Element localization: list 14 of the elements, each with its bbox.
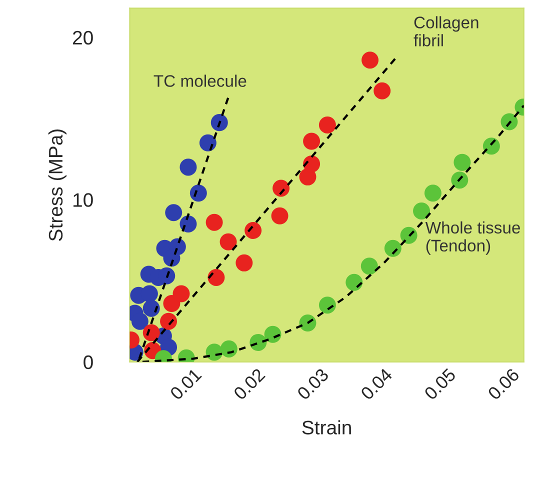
- y-tick-label: 20: [73, 30, 93, 45]
- x-tick-label: 0.04: [360, 367, 394, 401]
- x-tick-label: 0.02: [232, 368, 266, 401]
- series-label: Whole tissue (Tendon): [425, 221, 520, 255]
- y-tick-label: 0: [84, 355, 93, 370]
- text: Collagen fibril: [414, 16, 478, 46]
- y-tick-label: 10: [74, 193, 93, 207]
- text: TC molecule: [154, 74, 246, 87]
- y-axis-title: Stress (MPa): [48, 130, 66, 241]
- x-tick-label: 0.06: [487, 368, 520, 401]
- x-tick-label: 0.03: [296, 368, 330, 401]
- x-axis-title: Strain: [302, 420, 351, 434]
- x-tick-label: 0.01: [169, 368, 202, 401]
- x-tick-label: 0.05: [424, 368, 456, 401]
